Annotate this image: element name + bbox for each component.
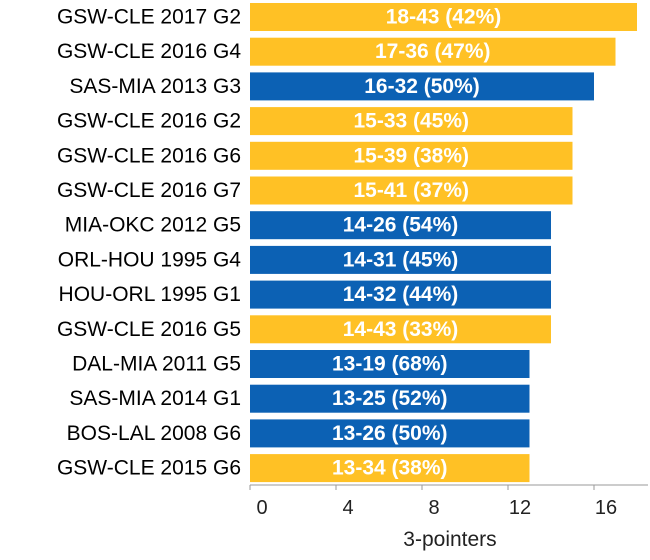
bar-value-label: 17-36 (47%) <box>375 40 491 63</box>
x-ticks: 0 4 8 12 16 <box>249 485 617 519</box>
bar-value-label: 14-26 (54%) <box>343 214 459 237</box>
x-tick-label: 12 <box>509 497 531 519</box>
bar <box>250 245 551 274</box>
bar-value-label: 14-32 (44%) <box>343 283 459 306</box>
category-label: GSW-CLE 2016 G5 <box>57 318 241 341</box>
category-label: SAS-MIA 2014 G1 <box>69 387 241 410</box>
category-label: ORL-HOU 1995 G4 <box>58 248 242 271</box>
bar <box>250 350 530 378</box>
bar <box>250 176 573 205</box>
bar-value-label: 14-31 (45%) <box>343 248 459 271</box>
category-label: BOS-LAL 2008 G6 <box>67 422 241 445</box>
bars-layer <box>250 3 637 483</box>
bar <box>250 211 551 240</box>
bar-value-label: 16-32 (50%) <box>364 75 480 98</box>
bar <box>250 454 530 483</box>
category-label: DAL-MIA 2011 G5 <box>72 353 241 376</box>
x-tick-label: 0 <box>256 497 267 519</box>
bar-value-label: 15-33 (45%) <box>353 110 469 133</box>
bar <box>250 315 551 344</box>
bar-value-label: 13-26 (50%) <box>332 422 448 445</box>
bar <box>250 141 573 170</box>
bar-value-label: 13-19 (68%) <box>332 353 448 376</box>
category-labels: GSW-CLE 2017 G2 GSW-CLE 2016 G4 SAS-MIA 20… <box>57 6 241 480</box>
category-label: GSW-CLE 2016 G7 <box>57 179 241 202</box>
bar <box>250 419 530 448</box>
bar <box>250 384 530 413</box>
category-label: GSW-CLE 2016 G6 <box>57 144 241 167</box>
bar <box>250 72 594 101</box>
bar-value-label: 15-41 (37%) <box>353 179 469 202</box>
category-label: GSW-CLE 2017 G2 <box>57 6 241 29</box>
x-tick-label: 16 <box>595 497 617 519</box>
bar-value-labels: 18-43 (42%) 17-36 (47%) 16-32 (50%) 15-33 (… <box>332 6 501 480</box>
bar <box>250 280 551 309</box>
bar <box>250 37 616 66</box>
category-label: MIA-OKC 2012 G5 <box>65 214 241 237</box>
category-label: HOU-ORL 1995 G1 <box>59 283 241 306</box>
x-axis-title: 3-pointers <box>403 528 496 551</box>
category-label: SAS-MIA 2013 G3 <box>69 75 241 98</box>
category-label: GSW-CLE 2015 G6 <box>57 457 241 480</box>
bar <box>250 107 573 136</box>
x-tick-label: 8 <box>428 497 439 519</box>
bar-value-label: 13-34 (38%) <box>332 457 448 480</box>
category-label: GSW-CLE 2016 G2 <box>57 110 241 133</box>
bar-value-label: 15-39 (38%) <box>353 144 469 167</box>
category-label: GSW-CLE 2016 G4 <box>57 40 241 63</box>
bar-value-label: 14-43 (33%) <box>343 318 459 341</box>
x-tick-label: 4 <box>342 497 353 519</box>
bar-value-label: 18-43 (42%) <box>386 6 502 29</box>
bar-value-label: 13-25 (52%) <box>332 387 448 410</box>
bar <box>250 3 637 31</box>
